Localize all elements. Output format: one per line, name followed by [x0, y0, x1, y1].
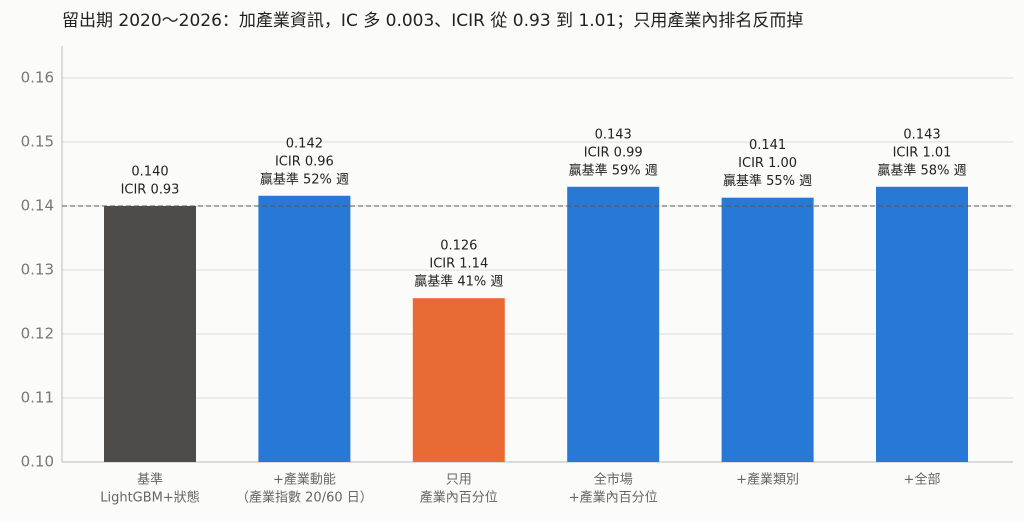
bar: [412, 298, 505, 462]
y-tick-label: 0.14: [21, 197, 54, 215]
bar: [104, 206, 196, 462]
chart-title: 留出期 2020～2026：加產業資訊，IC 多 0.003、ICIR 從 0.…: [62, 11, 803, 31]
x-tick-label: 全市場: [594, 472, 633, 488]
value-label: 0.143: [595, 127, 632, 142]
bar: [876, 186, 968, 463]
x-tick-label: +產業類別: [736, 472, 799, 488]
bar-note: ICIR 1.01: [893, 145, 952, 160]
x-tick-label: 基準: [137, 472, 163, 488]
bar: [567, 186, 660, 463]
bar-note: 贏基準 41% 週: [414, 274, 503, 290]
value-label: 0.141: [749, 138, 786, 153]
value-label: 0.143: [903, 127, 940, 142]
y-tick-label: 0.10: [21, 453, 54, 471]
bar-note: 贏基準 59% 週: [569, 162, 658, 178]
value-label: 0.142: [286, 136, 323, 151]
bar-note: ICIR 0.93: [121, 183, 180, 198]
bar-note: ICIR 1.14: [429, 257, 488, 272]
x-tick-label: +產業動能: [273, 472, 336, 488]
bar-note: 贏基準 55% 週: [723, 173, 812, 189]
bar: [721, 197, 814, 462]
value-label: 0.126: [440, 239, 477, 254]
y-tick-label: 0.11: [21, 389, 54, 407]
bar: [258, 195, 351, 462]
bar-note: 贏基準 52% 週: [260, 171, 349, 187]
value-label: 0.140: [131, 165, 168, 180]
y-tick-label: 0.12: [21, 325, 54, 343]
bar-note: ICIR 1.00: [738, 156, 797, 171]
y-tick-label: 0.16: [21, 69, 54, 87]
y-tick-label: 0.15: [21, 133, 54, 151]
x-tick-label: LightGBM+狀態: [100, 490, 200, 506]
x-tick-label: （產業指數 20/60 日）: [236, 490, 373, 506]
bar-note: 贏基準 58% 週: [877, 162, 966, 178]
x-tick-label: 產業內百分位: [420, 490, 498, 506]
bar-note: ICIR 0.99: [584, 145, 643, 160]
x-tick-label: 只用: [446, 473, 472, 488]
bar-note: ICIR 0.96: [275, 154, 334, 169]
x-tick-label: +全部: [904, 472, 941, 488]
y-tick-label: 0.13: [21, 261, 54, 279]
x-tick-label: +產業內百分位: [569, 490, 658, 506]
